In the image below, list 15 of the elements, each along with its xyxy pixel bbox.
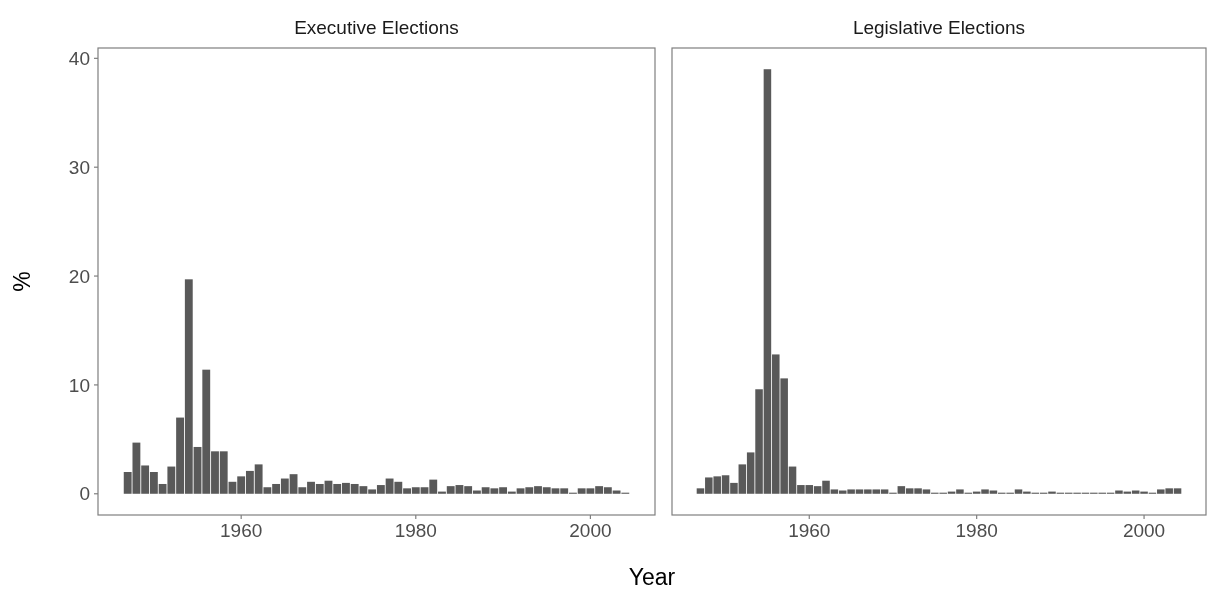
chart-title: Executive Elections xyxy=(294,17,459,38)
x-tick-label: 1980 xyxy=(955,520,998,541)
x-tick-label: 2000 xyxy=(1122,520,1166,541)
y-tick-label: 20 xyxy=(68,265,90,287)
y-tick-label: 40 xyxy=(68,47,90,69)
x-tick-label: 1960 xyxy=(220,520,263,541)
y-axis-title: % xyxy=(9,271,35,292)
x-axis-title: Year xyxy=(628,564,676,589)
x-tick-label: 1960 xyxy=(788,520,831,541)
y-tick-label: 30 xyxy=(68,156,90,178)
x-tick-label: 1980 xyxy=(394,520,437,541)
chart-title: Legislative Elections xyxy=(852,17,1026,38)
y-tick-label: 10 xyxy=(68,374,90,396)
x-tick-label: 2000 xyxy=(569,520,612,541)
y-tick-label: 0 xyxy=(79,483,90,505)
